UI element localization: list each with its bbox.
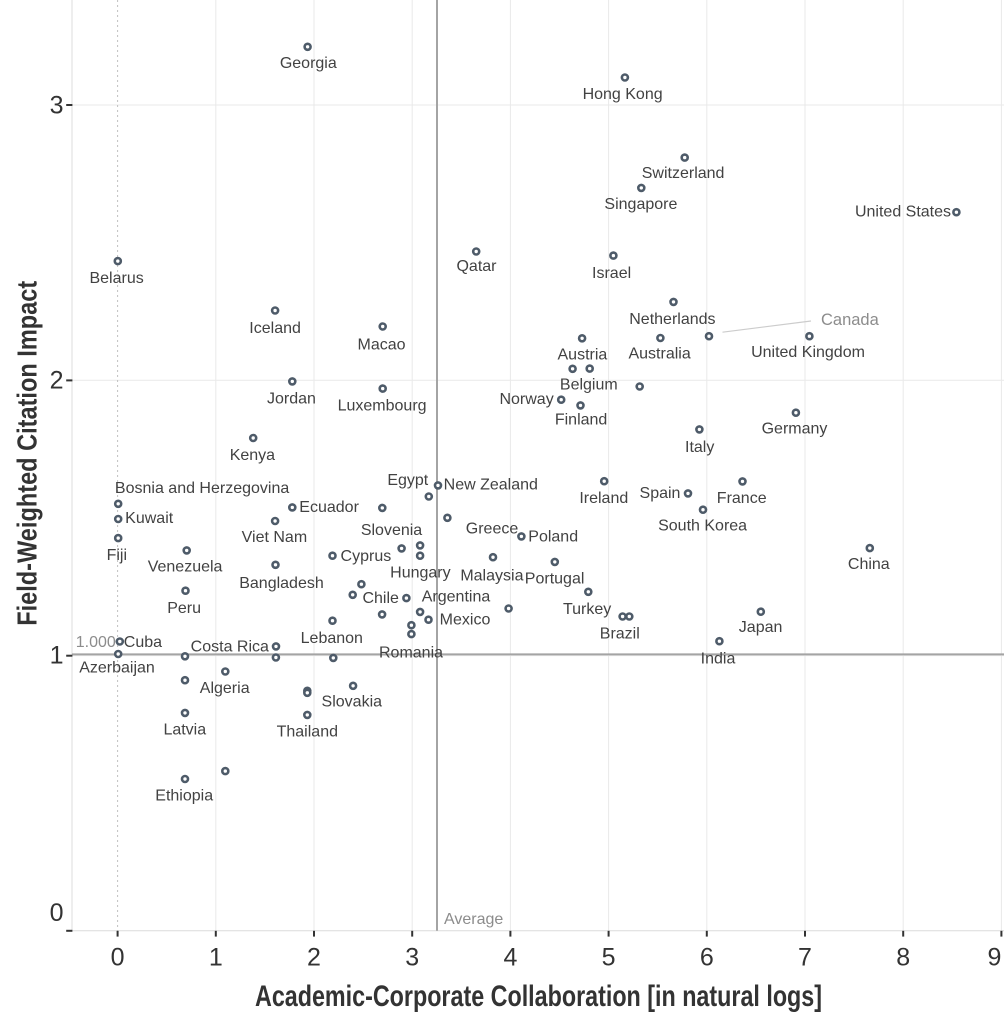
svg-text:3: 3 [50, 91, 64, 119]
svg-text:New Zealand: New Zealand [444, 476, 538, 493]
svg-text:Italy: Italy [685, 439, 714, 456]
svg-text:Iceland: Iceland [249, 320, 301, 337]
svg-text:Argentina: Argentina [422, 589, 491, 606]
svg-text:Lebanon: Lebanon [301, 630, 363, 647]
svg-text:Costa Rica: Costa Rica [191, 638, 269, 655]
svg-text:Qatar: Qatar [456, 258, 497, 275]
svg-text:Slovenia: Slovenia [361, 522, 422, 539]
svg-text:1: 1 [50, 642, 64, 670]
svg-text:United States: United States [855, 204, 951, 221]
svg-text:Norway: Norway [499, 391, 553, 408]
svg-text:4: 4 [503, 944, 517, 972]
svg-text:Hong Kong: Hong Kong [583, 86, 663, 103]
svg-text:Average: Average [444, 911, 503, 928]
svg-text:Belgium: Belgium [560, 377, 618, 394]
svg-text:Singapore: Singapore [604, 196, 677, 213]
svg-text:Mexico: Mexico [440, 612, 491, 629]
svg-text:9: 9 [988, 944, 1002, 972]
svg-text:Turkey: Turkey [563, 601, 611, 618]
svg-text:Spain: Spain [640, 485, 681, 502]
svg-text:Poland: Poland [528, 529, 578, 546]
svg-text:Ethiopia: Ethiopia [155, 788, 213, 805]
svg-text:Malaysia: Malaysia [460, 567, 523, 584]
svg-text:Ecuador: Ecuador [299, 499, 359, 516]
svg-text:Field-Weighted Citation Impact: Field-Weighted Citation Impact [12, 281, 43, 626]
svg-text:Portugal: Portugal [525, 571, 585, 588]
svg-text:3: 3 [405, 944, 419, 972]
svg-text:1: 1 [209, 944, 223, 972]
svg-text:Viet Nam: Viet Nam [242, 529, 308, 546]
svg-text:0: 0 [50, 899, 64, 927]
svg-text:8: 8 [896, 944, 910, 972]
svg-text:7: 7 [798, 944, 812, 972]
svg-text:Bangladesh: Bangladesh [239, 575, 324, 592]
svg-text:Jordan: Jordan [267, 390, 316, 407]
svg-text:Algeria: Algeria [200, 680, 250, 697]
svg-text:Thailand: Thailand [277, 724, 338, 741]
svg-text:Canada: Canada [821, 311, 880, 329]
svg-text:0: 0 [111, 944, 125, 972]
svg-text:Latvia: Latvia [163, 722, 206, 739]
svg-text:Bosnia and Herzegovina: Bosnia and Herzegovina [115, 480, 289, 497]
svg-text:Hungary: Hungary [390, 564, 450, 581]
svg-text:Austria: Austria [558, 347, 608, 364]
svg-text:Brazil: Brazil [600, 626, 640, 643]
svg-text:Luxembourg: Luxembourg [338, 398, 427, 415]
svg-text:Kuwait: Kuwait [125, 510, 174, 527]
svg-text:Venezuela: Venezuela [148, 559, 223, 576]
svg-text:Georgia: Georgia [280, 55, 337, 72]
svg-text:Finland: Finland [555, 411, 607, 428]
svg-text:Cyprus: Cyprus [341, 548, 392, 565]
svg-text:Kenya: Kenya [230, 447, 275, 464]
svg-text:Belarus: Belarus [89, 270, 143, 287]
svg-text:6: 6 [700, 944, 714, 972]
svg-text:Chile: Chile [362, 590, 399, 607]
svg-text:Peru: Peru [167, 600, 201, 617]
svg-text:South Korea: South Korea [658, 518, 747, 535]
svg-text:Switzerland: Switzerland [642, 165, 725, 182]
svg-text:2: 2 [50, 367, 64, 395]
svg-text:5: 5 [602, 944, 616, 972]
svg-text:Egypt: Egypt [387, 472, 428, 489]
svg-text:Australia: Australia [628, 346, 690, 363]
svg-text:Academic-Corporate Collaborati: Academic-Corporate Collaboration [in nat… [255, 980, 822, 1013]
svg-text:France: France [717, 490, 767, 507]
svg-text:Romania: Romania [379, 645, 443, 662]
svg-text:Macao: Macao [357, 336, 405, 353]
svg-text:Germany: Germany [762, 421, 828, 438]
svg-text:United Kingdom: United Kingdom [751, 344, 865, 361]
svg-text:Slovakia: Slovakia [322, 693, 383, 710]
svg-text:Azerbaijan: Azerbaijan [79, 660, 155, 677]
svg-text:China: China [848, 556, 890, 573]
svg-text:2: 2 [307, 944, 321, 972]
svg-text:Greece: Greece [466, 521, 519, 538]
svg-text:Netherlands: Netherlands [629, 311, 715, 328]
svg-text:Ireland: Ireland [579, 490, 628, 507]
svg-text:Israel: Israel [592, 265, 631, 282]
svg-text:India: India [701, 650, 736, 667]
svg-text:Cuba: Cuba [124, 634, 162, 651]
svg-text:Japan: Japan [739, 619, 783, 636]
svg-text:Fiji: Fiji [107, 547, 127, 564]
svg-text:1.000: 1.000 [76, 634, 116, 651]
